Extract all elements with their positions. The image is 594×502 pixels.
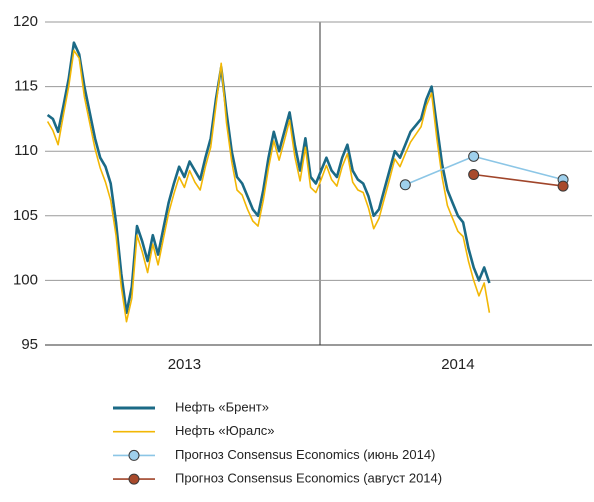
legend-label: Прогноз Consensus Economics (август 2014…	[175, 471, 442, 486]
marker	[468, 168, 480, 180]
legend-marker	[128, 449, 140, 461]
marker	[468, 150, 480, 162]
series-line	[46, 41, 491, 314]
marker	[399, 179, 411, 191]
legend-label: Нефть «Брент»	[175, 399, 269, 414]
marker	[557, 180, 569, 192]
series-line	[46, 49, 491, 323]
x-tick-label: 2013	[168, 356, 201, 373]
y-tick-label: 115	[14, 78, 38, 95]
y-tick-label: 95	[21, 336, 38, 353]
series-line	[473, 173, 564, 187]
y-tick-label: 110	[14, 142, 38, 159]
legend-label: Нефть «Юралс»	[175, 423, 275, 438]
y-tick-label: 120	[13, 13, 38, 30]
y-tick-label: 100	[13, 271, 38, 288]
series-line	[404, 155, 564, 186]
legend-marker	[128, 473, 140, 485]
y-tick-label: 105	[13, 207, 38, 224]
legend-label: Прогноз Consensus Economics (июнь 2014)	[175, 447, 435, 462]
x-tick-label: 2014	[441, 356, 474, 373]
